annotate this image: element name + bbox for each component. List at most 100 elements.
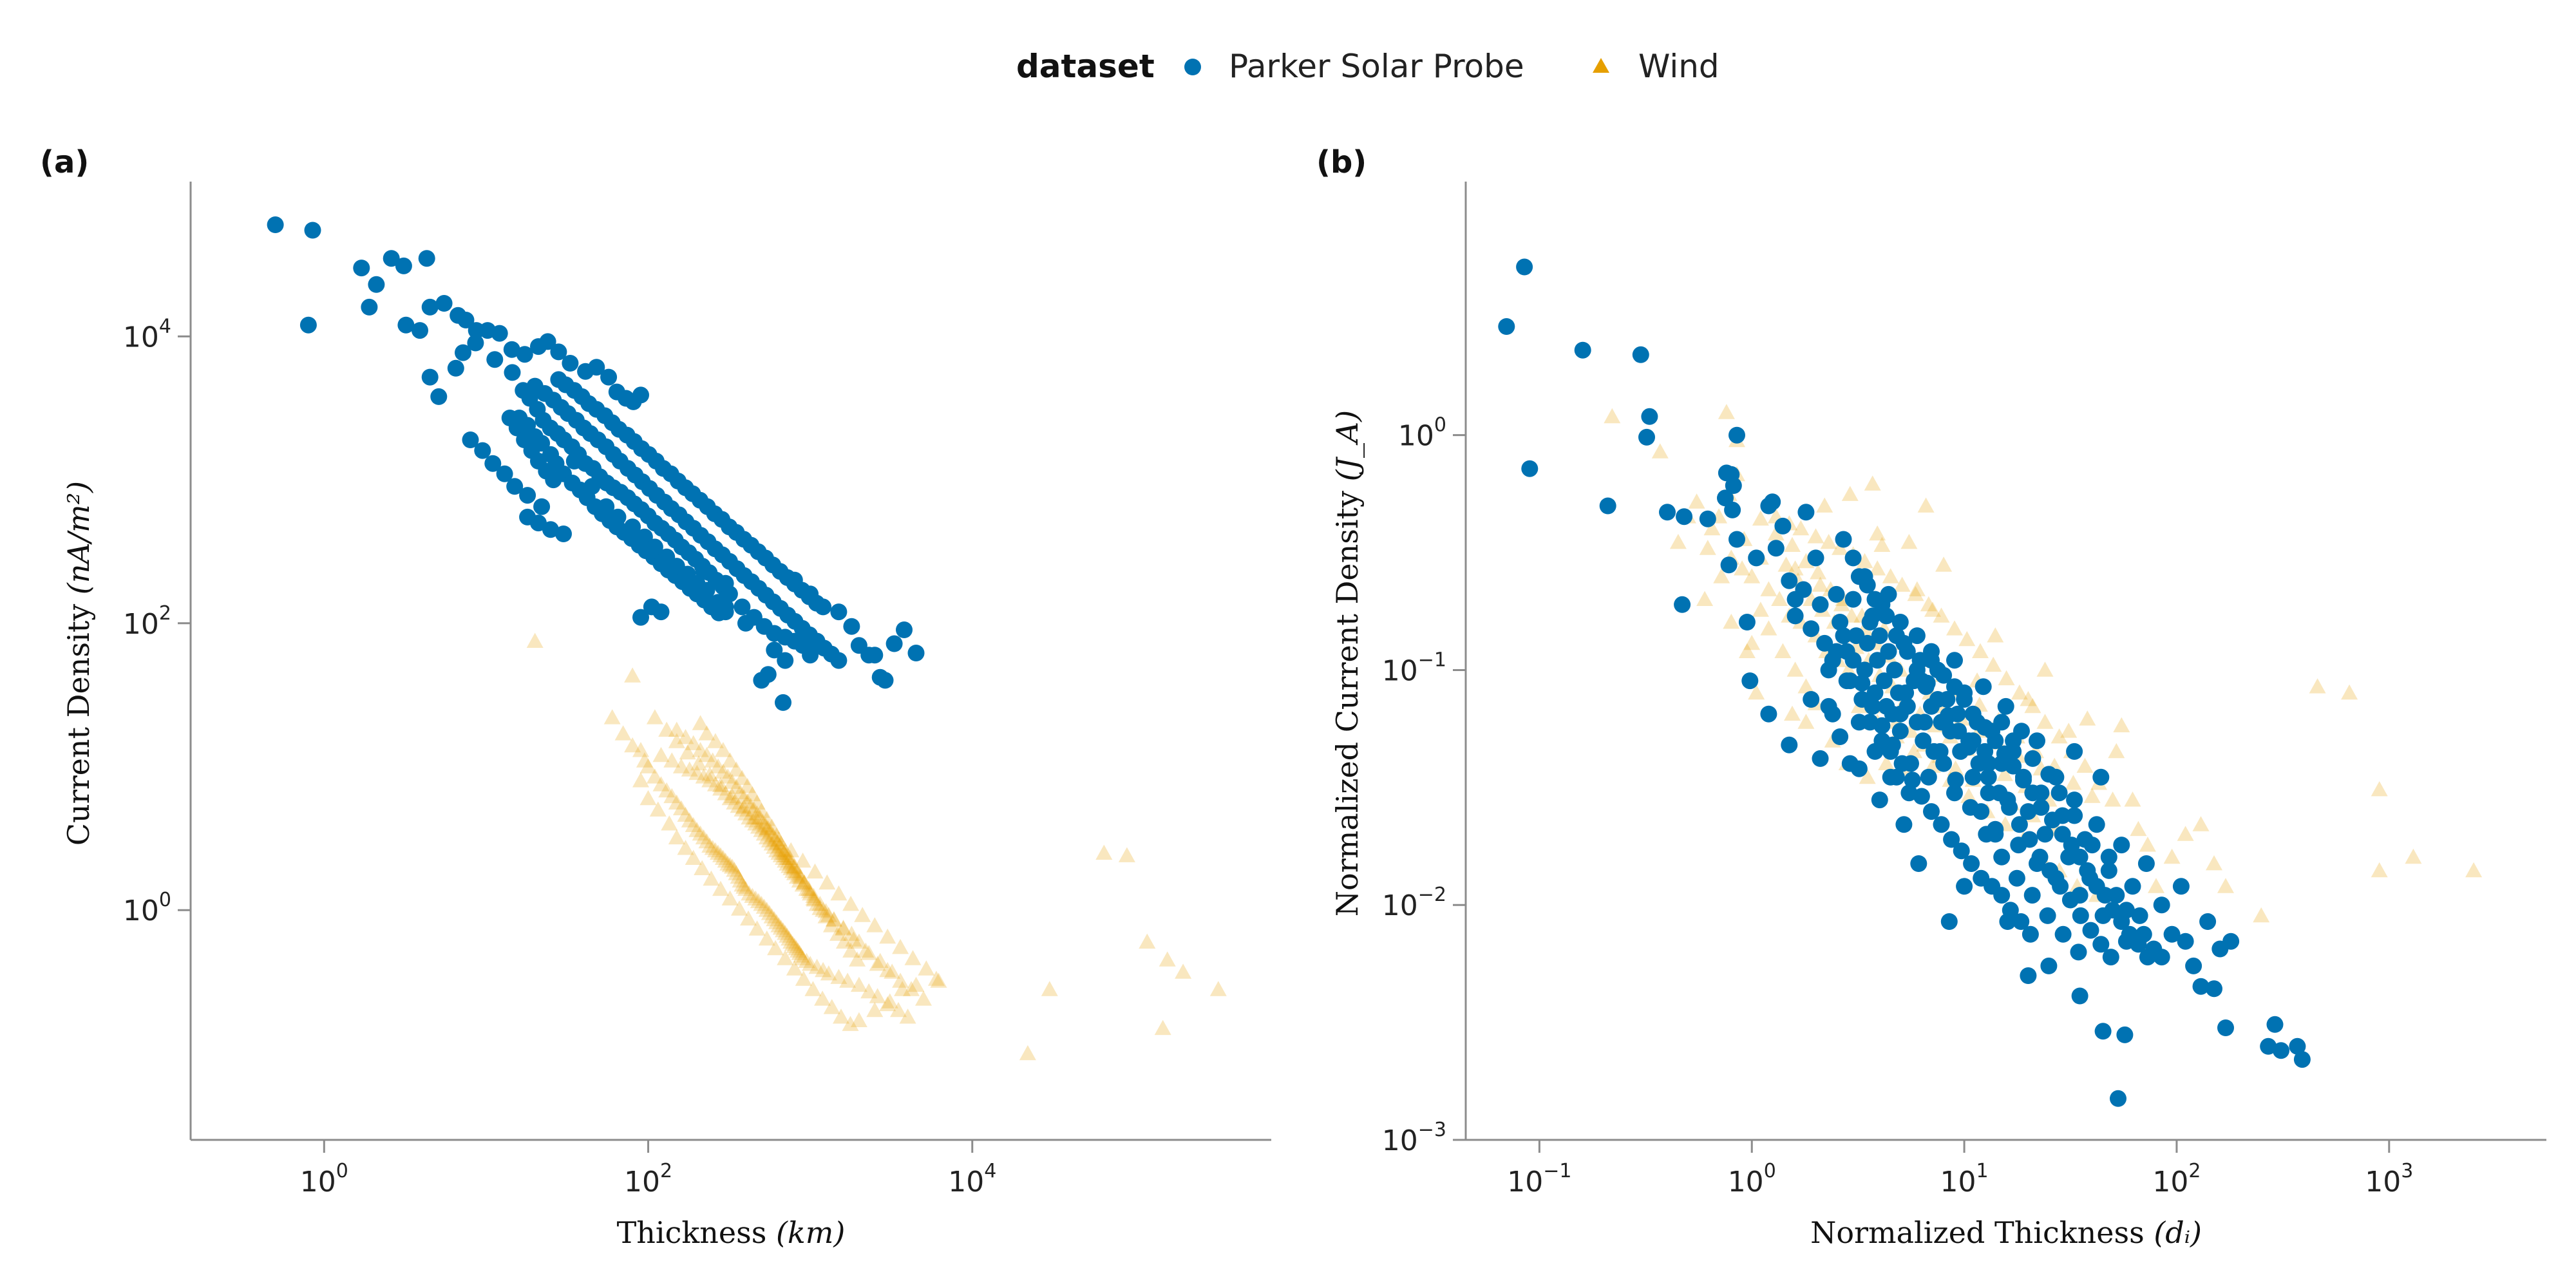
panel-b-parker-solar-probe-point [2104,902,2121,919]
panel-a-wind-point [714,763,732,779]
panel-b-parker-solar-probe-point [2260,1037,2277,1055]
panel-a-wind-point [777,847,795,862]
panel-a-wind-point [748,920,766,936]
panel-a-wind-point [782,854,800,869]
panel-a-parker-solar-probe-point [802,647,819,664]
panel-a-parker-solar-probe-point [519,487,536,504]
panel-a-wind-point [758,829,775,845]
panel-a-wind-point [741,885,758,901]
panel-b-parker-solar-probe-point [2117,902,2135,919]
panel-a-parker-solar-probe-point [383,250,400,267]
panel-b-parker-solar-probe-point [1820,661,1837,679]
panel-a-wind-point [770,831,788,847]
panel-a-wind-point [704,840,721,855]
panel-b-wind-point [1833,596,1850,612]
panel-a-wind-point [732,872,749,888]
panel-a-parker-solar-probe-point [777,652,794,669]
panel-b-parker-solar-probe-point [1632,346,1649,363]
panel-a-wind-point [786,938,803,953]
panel-b-parker-solar-probe-point [1803,620,1820,638]
panel-a-wind-point [777,925,794,940]
panel-a-wind-point [782,860,800,875]
panel-label-a: (a) [40,144,89,180]
panel-a-points [267,216,1227,1061]
panel-a-wind-point [719,855,737,871]
panel-a-wind-point [879,996,896,1012]
panel-b-wind-point [2083,788,2101,803]
panel-a-x-tick-label: 100 [300,1160,348,1198]
panel-b-parker-solar-probe-point [1943,831,1960,848]
panel-a-wind-point [833,1009,849,1024]
panel-a-wind-point [735,878,753,894]
panel-a-wind-point [668,721,685,737]
panel-a-wind-point [786,865,803,880]
panel-b-wind-point [2113,717,2130,733]
panel-b-parker-solar-probe-point [2153,949,2170,966]
panel-b-wind-point [1893,576,1911,592]
panel-b-parker-solar-probe-point [1884,736,1901,753]
panel-a-wind-point [658,721,676,737]
panel-a-wind-point [817,908,835,923]
panel-a-wind-point [712,777,729,792]
panel-b-parker-solar-probe-point [2079,862,2096,879]
panel-b-parker-solar-probe-point [1946,784,1963,802]
panel-a-wind-point [766,911,783,927]
panel-a-wind-point [753,822,770,837]
panel-b-parker-solar-probe-point [1880,585,1897,603]
panel-b-x-tick-label: 103 [2365,1160,2413,1198]
panel-a-wind-point [767,831,784,847]
panel-b-parker-solar-probe-point [1841,755,1859,772]
panel-a-x-tick-label: 104 [948,1160,996,1198]
panel-a-parker-solar-probe-point [907,645,925,661]
panel-a-parker-solar-probe-point [866,647,884,664]
panel-a-wind-point [754,813,772,829]
panel-b-x-tick-label: 101 [1940,1160,1989,1198]
panel-b-parker-solar-probe-point [1828,643,1845,660]
panel-a-parker-solar-probe-point [677,571,694,589]
panel-b-wind-point [1987,627,2004,643]
panel-b-parker-solar-probe-point [2001,799,2018,816]
panel-a-wind-point [758,902,775,917]
panel-b-parker-solar-probe-point [1797,504,1815,521]
panel-a-wind-point [791,868,809,884]
legend-label-parker: Parker Solar Probe [1229,48,1524,85]
panel-a-wind-point [794,876,811,892]
panel-b-wind-point [2192,816,2210,831]
panel-a-wind-point [871,952,889,968]
panel-a-wind-point [763,835,781,851]
panel-b-wind-point [2163,848,2181,864]
panel-a-wind-point [794,950,811,965]
panel-a-parker-solar-probe-point [636,528,653,545]
panel-b-parker-solar-probe-point [2022,925,2039,943]
panel-a-wind-point [750,819,767,834]
panel-a-parker-solar-probe-point [533,498,551,515]
panel-b-wind-point [1924,601,1941,617]
panel-b-wind-point [1933,607,1950,623]
panel-b-parker-solar-probe-point [1873,717,1891,734]
panel-b-wind-point [1920,596,1937,612]
panel-a-wind-point [742,797,759,813]
panel-a-parker-solar-probe-point [447,359,464,377]
panel-a-parker-solar-probe-point [698,582,715,599]
panel-a-wind-point [744,812,761,828]
panel-a-parker-solar-probe-point [562,355,579,372]
panel-b-parker-solar-probe-point [1993,714,2011,731]
panel-b-parker-solar-probe-point [2192,978,2210,995]
panel-b-parker-solar-probe-point [2054,925,2072,943]
panel-b-wind-point [1960,788,1978,803]
panel-b-wind-point [1752,510,1769,526]
panel-b-wind-point [1604,408,1621,424]
panel-a-wind-point [753,896,770,911]
panel-a-parker-solar-probe-point [583,478,601,495]
panel-a-parker-solar-probe-point [491,325,508,342]
panel-b-wind-point [1810,564,1827,580]
panel-a-wind-point [822,917,840,933]
panel-a-parker-solar-probe-point [786,571,803,589]
panel-b-parker-solar-probe-point [1871,627,1888,645]
panel-b-parker-solar-probe-point [1835,627,1852,645]
panel-label-b: (b) [1316,144,1367,180]
panel-b-parker-solar-probe-point [1964,705,1982,723]
panel-b-parker-solar-probe-point [2273,1042,2289,1059]
panel-b-wind-point [2130,820,2147,837]
panel-a-wind-point [777,950,794,965]
